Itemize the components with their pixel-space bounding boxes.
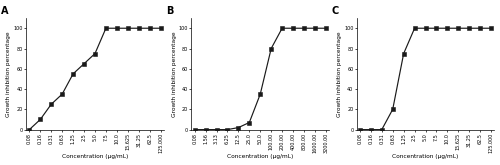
Y-axis label: Growth inhibition percentage: Growth inhibition percentage <box>172 31 176 117</box>
Y-axis label: Growth inhibition percentage: Growth inhibition percentage <box>337 31 342 117</box>
Text: A: A <box>2 6 9 16</box>
Text: B: B <box>166 6 174 16</box>
X-axis label: Concentration (μg/mL): Concentration (μg/mL) <box>227 154 294 159</box>
X-axis label: Concentration (μg/mL): Concentration (μg/mL) <box>392 154 458 159</box>
Y-axis label: Growth inhibition percentage: Growth inhibition percentage <box>6 31 12 117</box>
Text: C: C <box>332 6 339 16</box>
X-axis label: Concentration (μg/mL): Concentration (μg/mL) <box>62 154 128 159</box>
